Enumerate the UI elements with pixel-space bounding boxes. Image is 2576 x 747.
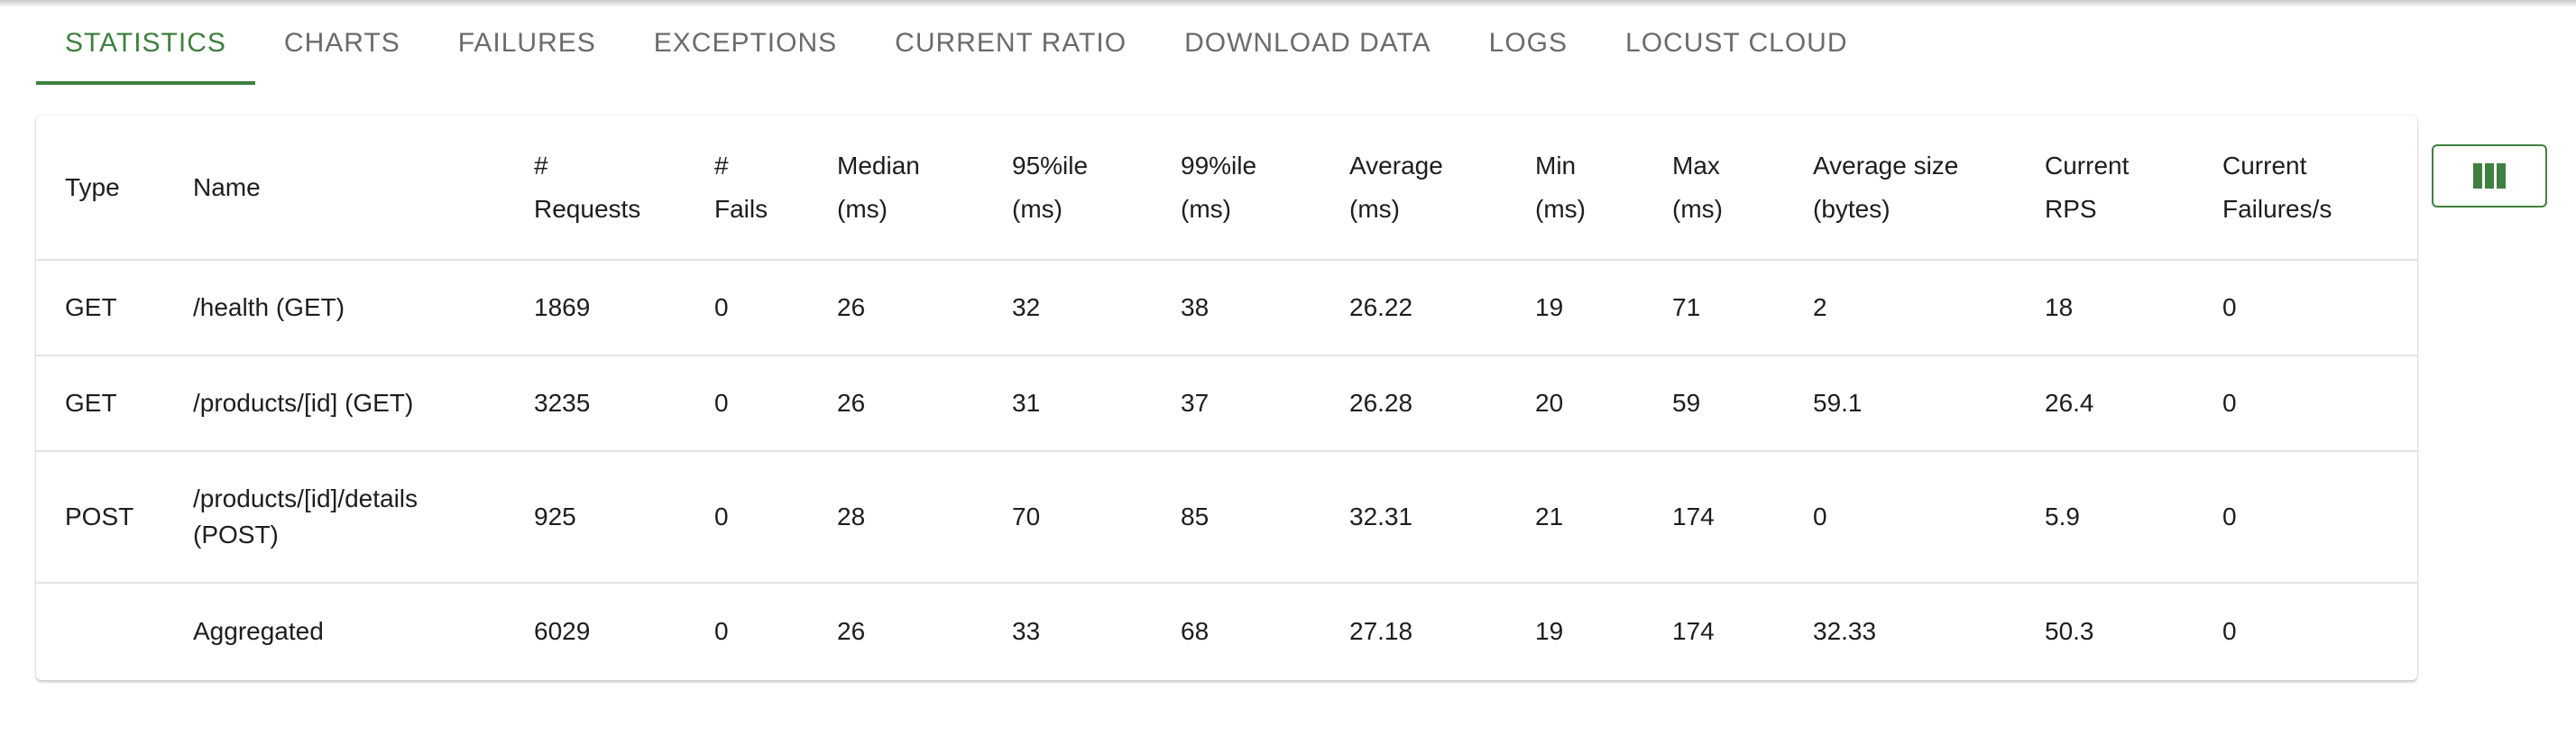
tab-logs[interactable]: LOGS bbox=[1488, 28, 1569, 58]
cell-max: 71 bbox=[1643, 260, 1784, 356]
cell-median: 26 bbox=[808, 260, 983, 356]
cell-99ile: 38 bbox=[1152, 260, 1320, 356]
cell-name: /products/[id]/details (POST) bbox=[164, 451, 505, 584]
cell-requests: 1869 bbox=[505, 260, 685, 356]
cell-current-rps: 26.4 bbox=[2016, 355, 2194, 452]
cell-fails: 0 bbox=[685, 260, 808, 356]
cell-average: 26.28 bbox=[1320, 355, 1506, 452]
cell-type: POST bbox=[36, 451, 164, 584]
cell-min: 20 bbox=[1506, 355, 1643, 452]
cell-average-size: 59.1 bbox=[1784, 355, 2016, 452]
cell-99ile: 68 bbox=[1181, 616, 1210, 645]
top-shadow bbox=[0, 0, 2576, 7]
table-row: GET /health (GET) 1869 0 26 32 38 26.22 … bbox=[36, 260, 2417, 356]
cell-95ile: 70 bbox=[983, 451, 1152, 584]
header-max[interactable]: Max (ms) bbox=[1643, 115, 1784, 261]
cell-min: 21 bbox=[1506, 451, 1643, 584]
table-row-aggregated: Aggregated 6029 0 26 33 68 27.18 19 174 … bbox=[36, 583, 2417, 678]
view-column-icon bbox=[2473, 163, 2506, 189]
statistics-table: Type Name # Requests # Fails Median (ms) 95… bbox=[36, 115, 2417, 678]
cell-max: 174 bbox=[1672, 616, 1715, 645]
cell-median: 28 bbox=[808, 451, 983, 584]
statistics-table-card: Type Name # Requests # Fails Median (ms) 95… bbox=[36, 115, 2417, 680]
tab-bar: STATISTICS CHARTS FAILURES EXCEPTIONS CU… bbox=[36, 13, 1877, 87]
cell-median: 26 bbox=[808, 355, 983, 452]
cell-current-failures: 0 bbox=[2194, 260, 2417, 356]
cell-requests: 6029 bbox=[534, 616, 591, 645]
header-name[interactable]: Name bbox=[164, 115, 505, 261]
tab-current-ratio[interactable]: CURRENT RATIO bbox=[895, 28, 1127, 58]
cell-average: 27.18 bbox=[1349, 616, 1413, 645]
cell-name-text: /products/[id]/details (POST) bbox=[193, 484, 419, 549]
cell-type bbox=[36, 583, 164, 678]
header-fails[interactable]: # Fails bbox=[685, 115, 808, 261]
cell-max: 59 bbox=[1643, 355, 1784, 452]
tab-exceptions[interactable]: EXCEPTIONS bbox=[653, 28, 838, 58]
header-min[interactable]: Min (ms) bbox=[1506, 115, 1643, 261]
header-current-failures[interactable]: Current Failures/s bbox=[2194, 115, 2417, 261]
cell-name: /products/[id] (GET) bbox=[164, 355, 505, 452]
cell-average-size: 0 bbox=[1784, 451, 2016, 584]
cell-average: 32.31 bbox=[1320, 451, 1506, 584]
tab-download-data[interactable]: DOWNLOAD DATA bbox=[1184, 28, 1431, 58]
header-average-size[interactable]: Average size (bytes) bbox=[1784, 115, 2016, 261]
cell-current-failures: 0 bbox=[2194, 355, 2417, 452]
cell-median: 26 bbox=[837, 616, 866, 645]
tab-charts[interactable]: CHARTS bbox=[283, 28, 400, 58]
cell-fails: 0 bbox=[714, 616, 729, 645]
cell-current-failures: 0 bbox=[2194, 451, 2417, 584]
cell-95ile: 33 bbox=[1012, 616, 1041, 645]
cell-type: GET bbox=[36, 260, 164, 356]
header-type[interactable]: Type bbox=[36, 115, 164, 261]
cell-current-rps: 18 bbox=[2016, 260, 2194, 356]
cell-requests: 3235 bbox=[505, 355, 685, 452]
cell-current-rps: 50.3 bbox=[2045, 616, 2094, 645]
header-requests[interactable]: # Requests bbox=[505, 115, 685, 261]
cell-fails: 0 bbox=[685, 451, 808, 584]
cell-average-size: 2 bbox=[1784, 260, 2016, 356]
header-current-rps[interactable]: Current RPS bbox=[2016, 115, 2194, 261]
cell-average: 26.22 bbox=[1320, 260, 1506, 356]
cell-99ile: 37 bbox=[1152, 355, 1320, 452]
cell-name: /health (GET) bbox=[164, 260, 505, 356]
column-selector-button[interactable] bbox=[2432, 144, 2547, 208]
header-99ile[interactable]: 99%ile (ms) bbox=[1152, 115, 1320, 261]
header-95ile[interactable]: 95%ile (ms) bbox=[983, 115, 1152, 261]
tab-statistics[interactable]: STATISTICS bbox=[36, 13, 255, 85]
cell-current-failures: 0 bbox=[2222, 616, 2237, 645]
cell-requests: 925 bbox=[505, 451, 685, 584]
cell-95ile: 32 bbox=[983, 260, 1152, 356]
cell-name: Aggregated bbox=[193, 616, 324, 645]
cell-99ile: 85 bbox=[1152, 451, 1320, 584]
cell-type: GET bbox=[36, 355, 164, 452]
tab-locust-cloud[interactable]: LOCUST CLOUD bbox=[1625, 28, 1848, 58]
cell-current-rps: 5.9 bbox=[2016, 451, 2194, 584]
cell-95ile: 31 bbox=[983, 355, 1152, 452]
table-header-row: Type Name # Requests # Fails Median (ms) 95… bbox=[36, 115, 2417, 261]
header-average[interactable]: Average (ms) bbox=[1320, 115, 1506, 261]
cell-min: 19 bbox=[1506, 260, 1643, 356]
cell-fails: 0 bbox=[685, 355, 808, 452]
tab-failures[interactable]: FAILURES bbox=[457, 28, 596, 58]
header-median[interactable]: Median (ms) bbox=[808, 115, 983, 261]
table-row: POST /products/[id]/details (POST) 925 0… bbox=[36, 451, 2417, 584]
cell-average-size: 32.33 bbox=[1813, 616, 1877, 645]
cell-min: 19 bbox=[1535, 616, 1564, 645]
cell-max: 174 bbox=[1643, 451, 1784, 584]
table-row: GET /products/[id] (GET) 3235 0 26 31 37… bbox=[36, 355, 2417, 452]
